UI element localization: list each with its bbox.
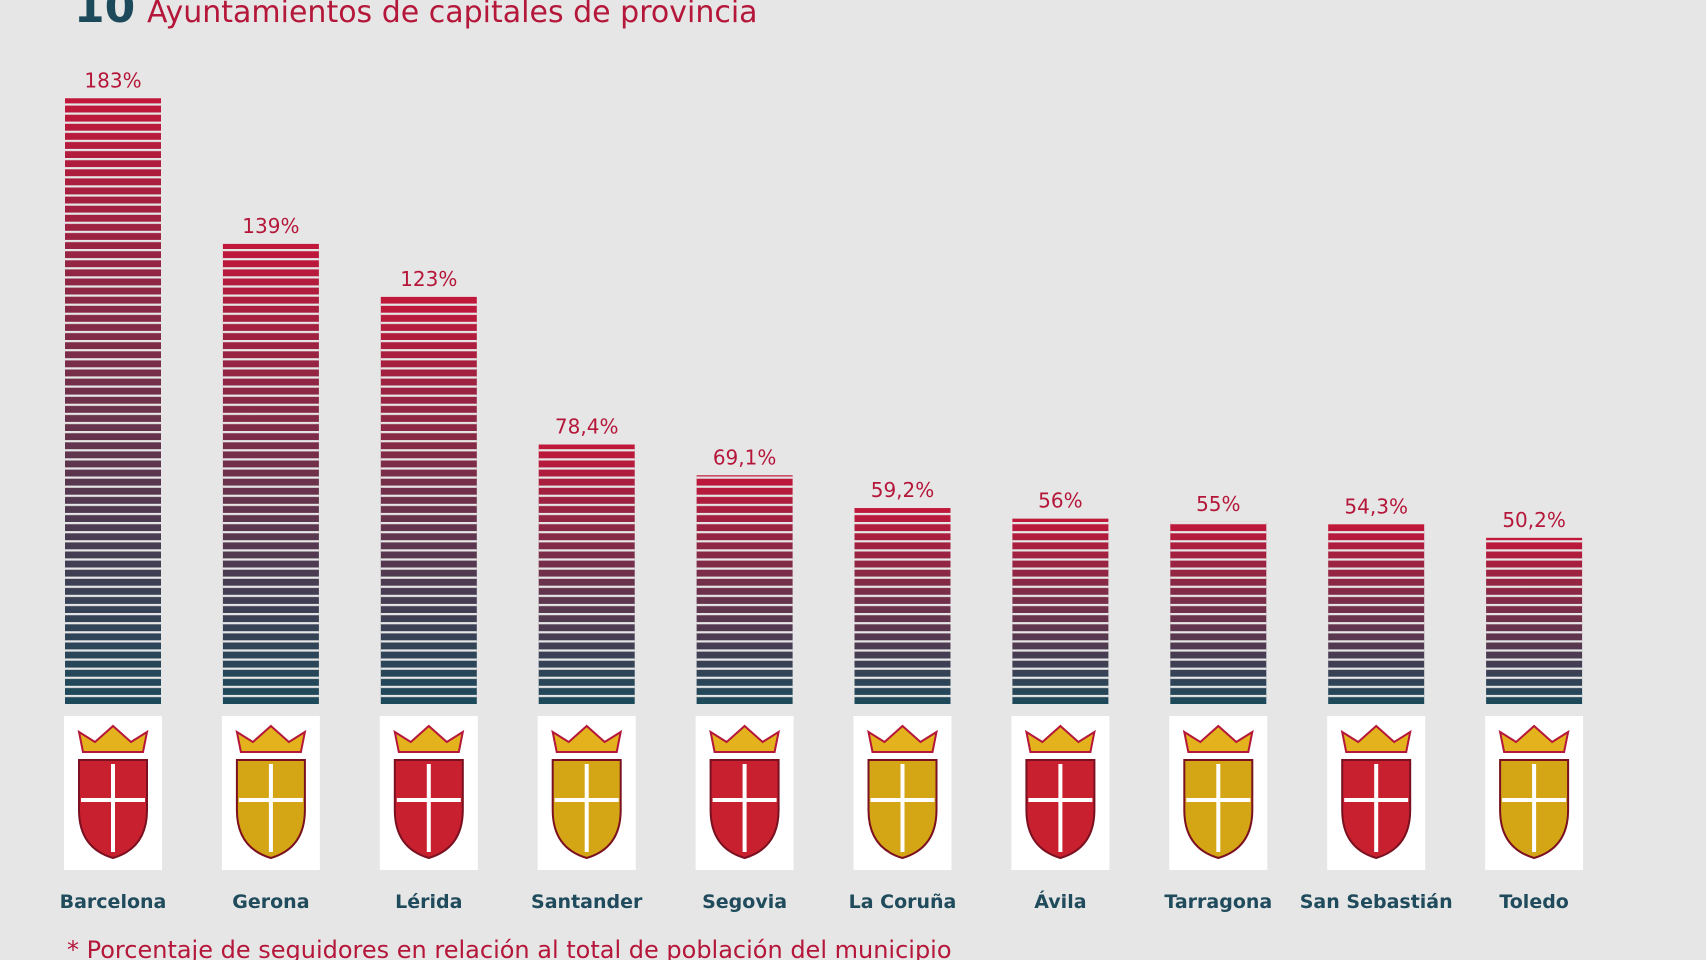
emblem-detail <box>1502 764 1567 852</box>
emblem-detail <box>712 764 777 852</box>
value-label: 59,2% <box>871 478 935 502</box>
value-label: 54,3% <box>1344 494 1408 518</box>
value-label: 183% <box>84 68 141 92</box>
emblem-detail <box>81 764 145 852</box>
coat-of-arms <box>853 716 952 870</box>
coat-of-arms <box>1485 716 1584 870</box>
bar-stripes <box>538 444 635 704</box>
bar-stripes <box>854 508 951 704</box>
emblem-crown <box>393 724 465 753</box>
x-tick-label: Barcelona <box>60 891 167 913</box>
value-label: 123% <box>400 267 457 291</box>
bar-stripes <box>222 243 319 704</box>
value-label: 78,4% <box>555 414 619 438</box>
emblem-detail <box>396 764 461 852</box>
coat-of-arms <box>537 716 636 870</box>
value-label: 139% <box>242 214 299 238</box>
emblem-crown <box>235 724 307 753</box>
value-label: 55% <box>1196 492 1240 516</box>
value-label: 56% <box>1038 489 1082 513</box>
chart-title: Ayuntamientos de capitales de provincia <box>147 0 758 30</box>
footnote: * Porcentaje de seguidores en relación a… <box>67 936 952 960</box>
emblem-crown <box>1340 724 1412 753</box>
coat-of-arms <box>379 716 478 870</box>
x-tick-label: San Sebastián <box>1300 891 1453 913</box>
emblem-crown <box>77 724 149 753</box>
emblem-detail <box>238 764 303 852</box>
value-label: 69,1% <box>713 445 777 469</box>
bar-stripes <box>696 475 793 704</box>
x-tick-label: Santander <box>531 891 643 913</box>
bar-stripes <box>1486 537 1583 704</box>
bar-stripes <box>1170 521 1267 704</box>
x-tick-label: Lérida <box>395 891 462 913</box>
emblem-crown <box>1182 724 1254 753</box>
rank: 10 <box>74 0 135 33</box>
coat-of-arms <box>1169 716 1268 870</box>
bar-stripes <box>380 296 477 704</box>
emblem-detail <box>1028 764 1093 852</box>
coat-of-arms <box>1327 716 1426 870</box>
x-tick-label: Gerona <box>232 891 309 913</box>
emblem-crown <box>1498 724 1570 753</box>
bar-stripes <box>65 98 161 704</box>
emblem-detail <box>870 764 935 852</box>
x-tick-label: Toledo <box>1499 891 1569 913</box>
emblem-crown <box>1024 724 1096 753</box>
x-tick-label: Ávila <box>1034 890 1086 913</box>
coat-of-arms <box>221 716 320 870</box>
x-tick-label: Tarragona <box>1164 891 1272 913</box>
coat-of-arms <box>695 716 794 870</box>
coat-of-arms <box>64 716 162 870</box>
bar-stripes <box>1328 524 1425 704</box>
emblem-crown <box>551 724 623 753</box>
emblem-detail <box>1186 764 1251 852</box>
emblem-crown <box>709 724 781 753</box>
bar-stripes <box>1012 518 1109 704</box>
x-tick-label: La Coruña <box>849 891 957 913</box>
emblem-detail <box>554 764 619 852</box>
emblem-crown <box>867 724 938 753</box>
coat-of-arms <box>1011 716 1110 870</box>
x-tick-label: Segovia <box>702 891 787 913</box>
emblem-detail <box>1344 764 1409 852</box>
value-label: 50,2% <box>1502 508 1566 532</box>
